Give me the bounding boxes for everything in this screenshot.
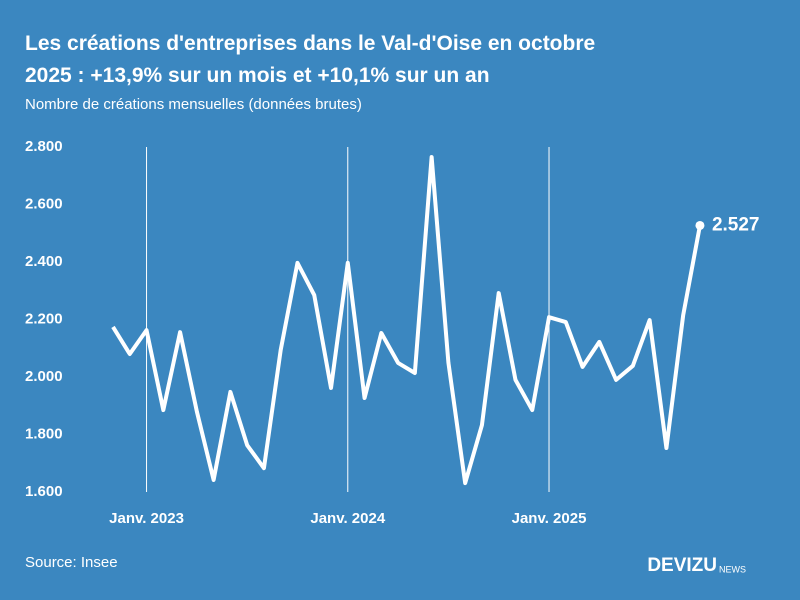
brand: DEVIZU — [647, 555, 717, 576]
x-tick-label: Janv. 2024 — [310, 510, 385, 527]
chart-subtitle: Nombre de créations mensuelles (données … — [25, 96, 362, 113]
point — [695, 220, 705, 230]
x-tick-label: Janv. 2025 — [512, 510, 587, 527]
y-tick-label: 2.200 — [25, 310, 63, 327]
value-label: 2.527 — [712, 215, 760, 236]
source: Source: Insee — [25, 554, 118, 571]
y-tick-label: 2.400 — [25, 253, 63, 270]
y-tick-label: 2.600 — [25, 195, 63, 212]
chart-title: Les créations d'entreprises dans le Val-… — [25, 32, 595, 87]
line — [111, 155, 702, 486]
brand-suffix: NEWS — [719, 564, 746, 574]
y-tick-label: 2.000 — [25, 368, 63, 385]
x-tick-label: Janv. 2023 — [109, 510, 184, 527]
y-tick-label: 2.800 — [25, 138, 63, 155]
y-tick-label: 1.600 — [25, 483, 63, 500]
y-tick-label: 1.800 — [25, 425, 63, 442]
